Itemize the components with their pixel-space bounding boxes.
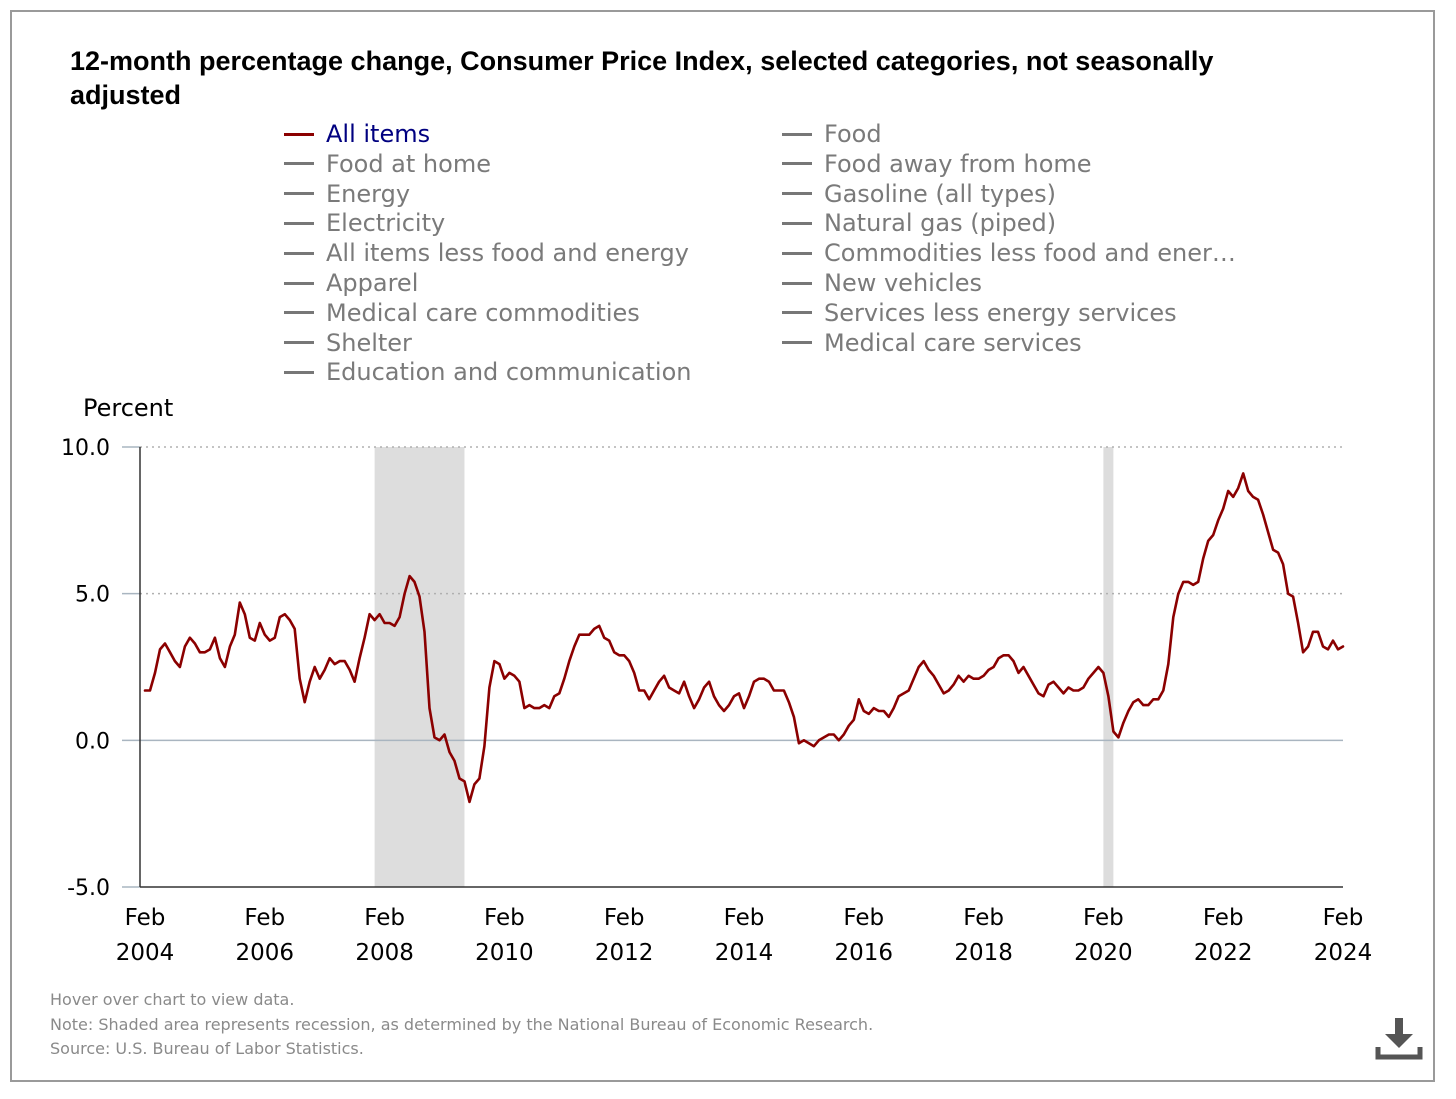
legend-item[interactable]: Apparel [284, 268, 418, 298]
legend-swatch [284, 281, 314, 285]
x-tick-month: Feb [1083, 905, 1124, 931]
footnotes: Hover over chart to view data. Note: Sha… [50, 988, 873, 1062]
legend-label: Energy [326, 179, 411, 208]
series-line[interactable] [143, 472, 1345, 804]
legend-label: Services less energy services [824, 298, 1177, 327]
legend-swatch [782, 192, 812, 196]
x-tick-month: Feb [125, 905, 166, 931]
source-note: Source: U.S. Bureau of Labor Statistics. [50, 1039, 364, 1058]
legend-label: All items [326, 120, 431, 148]
x-tick-year: 2014 [715, 940, 774, 966]
legend-label: Shelter [326, 328, 412, 357]
legend-label: Medical care services [824, 328, 1082, 357]
x-tick-month: Feb [364, 905, 405, 931]
legend-swatch [284, 132, 314, 136]
legend-item[interactable]: Food [782, 119, 882, 149]
legend-label: Commodities less food and ener… [824, 239, 1236, 268]
x-tick-year: 2006 [236, 940, 295, 966]
y-tick-label: 5.0 [75, 583, 110, 608]
legend-item[interactable]: Gasoline (all types) [782, 179, 1056, 209]
legend-swatch [782, 132, 812, 136]
legend-item[interactable]: Medical care commodities [284, 298, 640, 328]
x-tick-year: 2022 [1194, 940, 1253, 966]
legend-label: New vehicles [824, 269, 982, 297]
legend-item[interactable]: Natural gas (piped) [782, 208, 1056, 238]
x-tick-year: 2020 [1074, 940, 1133, 966]
legend-item[interactable]: New vehicles [782, 268, 982, 298]
legend-swatch [284, 341, 314, 345]
legend-label: Apparel [326, 269, 419, 297]
recession-band [374, 447, 465, 887]
legend-item[interactable]: Food at home [284, 149, 491, 179]
legend-swatch [782, 311, 812, 315]
x-tick-year: 2012 [595, 940, 654, 966]
legend-item[interactable]: Commodities less food and ener… [782, 238, 1236, 268]
recession-band [1103, 447, 1114, 887]
y-axis-label: Percent [83, 394, 173, 422]
x-tick-year: 2010 [475, 940, 534, 966]
legend-swatch [284, 192, 314, 196]
recession-note: Note: Shaded area represents recession, … [50, 1014, 874, 1034]
x-tick-year: 2008 [355, 940, 414, 966]
legend-label: Medical care commodities [326, 298, 640, 327]
legend-item[interactable]: Shelter [284, 328, 412, 358]
legend-swatch [284, 251, 314, 255]
legend-item[interactable]: All items [284, 119, 430, 149]
x-tick-year: 2016 [835, 940, 894, 966]
x-tick-month: Feb [1203, 905, 1244, 931]
x-tick-month: Feb [724, 905, 765, 931]
legend-label: Education and communication [326, 358, 692, 387]
legend-swatch [782, 251, 812, 255]
legend-swatch [782, 221, 812, 225]
x-tick-month: Feb [244, 905, 285, 931]
legend-label: Food at home [326, 149, 491, 178]
chart-title: 12-month percentage change, Consumer Pri… [70, 46, 1214, 110]
y-tick-label: -5.0 [67, 876, 110, 901]
legend-label: Natural gas (piped) [824, 209, 1057, 238]
download-icon [1375, 1018, 1423, 1060]
legend-swatch [284, 221, 314, 225]
x-tick-month: Feb [604, 905, 645, 931]
legend-label: All items less food and energy [326, 239, 689, 268]
legend-label: Food away from home [824, 149, 1092, 178]
legend-item[interactable]: Medical care services [782, 328, 1082, 358]
x-tick-year: 2018 [954, 940, 1013, 966]
x-tick-year: 2024 [1314, 940, 1373, 966]
hover-hint: Hover over chart to view data. [50, 990, 295, 1009]
legend-swatch [284, 370, 314, 374]
x-tick-month: Feb [1323, 905, 1364, 931]
legend-item[interactable]: Services less energy services [782, 298, 1177, 328]
legend: All items Food Food at home Food away from … [0, 0, 1456, 400]
x-tick-month: Feb [963, 905, 1004, 931]
x-tick-month: Feb [843, 905, 884, 931]
legend-item[interactable]: Energy [284, 179, 410, 209]
y-tick-label: 0.0 [75, 729, 110, 754]
legend-swatch [782, 281, 812, 285]
chart-container [10, 10, 1435, 1082]
legend-label: Gasoline (all types) [824, 179, 1056, 208]
x-tick-month: Feb [484, 905, 525, 931]
legend-label: Food [824, 120, 882, 148]
download-button[interactable] [1374, 1015, 1424, 1063]
legend-swatch [284, 162, 314, 166]
legend-label: Electricity [326, 209, 446, 238]
legend-item[interactable]: All items less food and energy [284, 238, 689, 268]
legend-item[interactable]: Food away from home [782, 149, 1092, 179]
y-tick-label: 10.0 [61, 436, 110, 461]
x-tick-year: 2004 [116, 940, 175, 966]
legend-swatch [782, 162, 812, 166]
legend-swatch [284, 311, 314, 315]
legend-swatch [782, 341, 812, 345]
legend-item[interactable]: Education and communication [284, 357, 692, 387]
legend-item[interactable]: Electricity [284, 208, 445, 238]
